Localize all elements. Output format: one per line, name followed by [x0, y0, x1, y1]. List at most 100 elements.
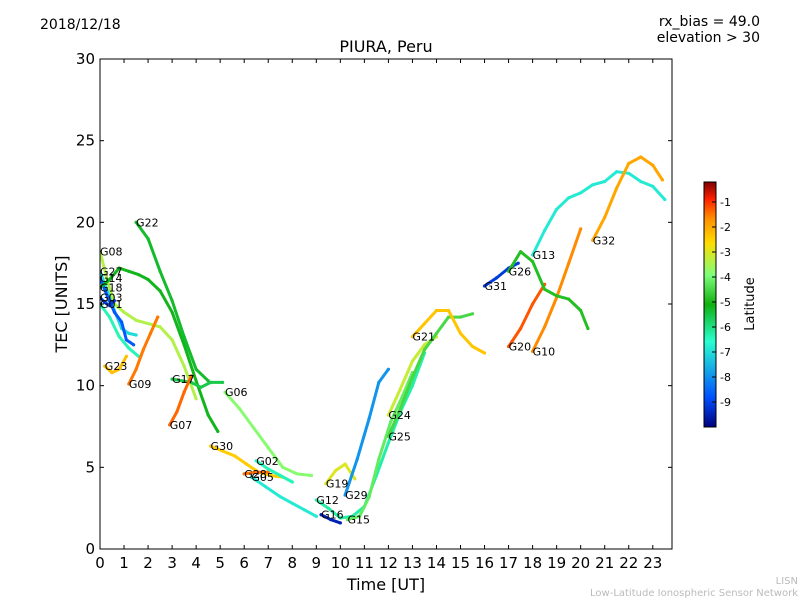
data-point-g26	[555, 294, 559, 298]
data-point-g16	[338, 521, 342, 525]
rx-bias-note: rx_bias = 49.0	[658, 14, 760, 30]
series-label-g10: G10	[533, 345, 556, 358]
series-label-g16: G16	[321, 509, 344, 522]
colorbar-ticks: -9 -8 -7 -6 -5 -4 -3 -2 -1	[712, 196, 731, 409]
data-point-g25	[446, 315, 451, 319]
data-point-g23	[110, 371, 114, 375]
series-label-g26: G26	[509, 265, 532, 278]
series-track-g17	[170, 377, 225, 389]
data-point-g26	[586, 326, 590, 331]
data-point-g03	[112, 299, 116, 303]
data-point-g09	[156, 315, 160, 319]
data-point-g05	[264, 485, 268, 489]
credit-lisn: LISN	[775, 576, 798, 587]
x-tick-label: 19	[547, 554, 566, 572]
colorbar-tick-label: -5	[720, 296, 731, 309]
data-point-g06	[252, 426, 256, 430]
data-point-g21	[446, 308, 451, 313]
data-point-g18	[158, 289, 162, 293]
data-point-g13	[627, 171, 631, 175]
data-point-g30	[245, 462, 249, 466]
data-point-g14	[120, 320, 124, 324]
series-track-g32	[591, 155, 664, 242]
data-point-g15	[389, 420, 393, 424]
data-point-g23	[103, 364, 107, 368]
series-label-g09: G09	[129, 378, 152, 391]
elevation-note: elevation > 30	[656, 30, 760, 46]
data-point-g31	[495, 276, 499, 280]
data-point-g14	[112, 310, 116, 314]
data-point-g15	[377, 457, 381, 461]
data-point-g13	[663, 197, 667, 202]
data-point-g12	[386, 441, 390, 445]
series-track-g23	[103, 354, 128, 375]
data-point-g03	[108, 304, 112, 308]
y-tick-label: 30	[76, 50, 95, 68]
data-point-g08	[134, 318, 138, 322]
y-tick-label: 10	[76, 377, 95, 395]
series-label-g13: G13	[533, 249, 556, 262]
data-point-g10	[531, 349, 535, 353]
series-label-g17: G17	[172, 373, 195, 386]
data-point-g13	[591, 183, 595, 187]
data-point-g06	[309, 473, 314, 478]
data-point-g09	[134, 367, 138, 371]
data-point-g27	[134, 333, 138, 337]
data-point-g13	[543, 228, 547, 233]
data-point-g09	[148, 331, 153, 335]
data-point-g22	[170, 299, 174, 303]
data-point-g21	[482, 351, 487, 355]
data-point-g12	[338, 516, 342, 520]
data-point-g31	[482, 284, 487, 288]
data-point-g02	[266, 467, 270, 471]
data-point-g18	[216, 429, 220, 433]
data-point-g14	[124, 338, 128, 342]
data-point-g10	[567, 261, 571, 265]
series-track-g29	[343, 367, 390, 497]
data-point-g30	[209, 444, 213, 448]
data-point-g13	[555, 207, 559, 211]
data-point-g05	[314, 514, 318, 518]
colorbar-tick-label: -6	[720, 321, 731, 334]
data-point-g28	[242, 472, 246, 476]
x-tick-label: 6	[239, 554, 249, 572]
colorbar-tick-label: -3	[720, 246, 731, 259]
data-point-g26	[507, 269, 511, 273]
series-track-g05	[249, 475, 318, 518]
data-point-g18	[136, 273, 141, 277]
data-point-g23	[124, 354, 128, 358]
data-point-g18	[182, 343, 186, 347]
data-point-g22	[194, 367, 198, 371]
colorbar-tick-label: -4	[720, 271, 731, 284]
data-point-g13	[603, 179, 607, 184]
data-point-g12	[314, 498, 318, 502]
series-label-g15: G15	[348, 514, 371, 527]
x-tick-label: 8	[287, 554, 297, 572]
series-label-g30: G30	[211, 440, 234, 453]
x-axis-label: Time [UT]	[346, 575, 425, 594]
x-tick-label: 10	[331, 554, 350, 572]
data-point-g30	[233, 454, 237, 458]
y-tick-label: 25	[76, 132, 95, 150]
y-tick-label: 0	[85, 540, 95, 558]
series-label-g21: G21	[412, 331, 435, 344]
y-tick-label: 20	[76, 213, 95, 231]
data-point-g24	[398, 387, 402, 391]
data-point-g19	[353, 477, 357, 481]
data-point-g05	[249, 475, 253, 479]
data-point-g12	[410, 384, 414, 388]
data-point-g25	[398, 406, 402, 411]
data-point-g18	[146, 277, 150, 282]
data-point-g18	[117, 266, 121, 270]
data-point-g29	[377, 380, 381, 384]
data-point-g31	[516, 261, 520, 265]
series-label-g07: G07	[170, 419, 193, 432]
data-point-g29	[386, 367, 390, 371]
data-point-g09	[141, 348, 145, 352]
x-tick-label: 18	[523, 554, 542, 572]
data-point-g02	[278, 473, 282, 478]
x-tick-label: 5	[215, 554, 225, 572]
data-point-g17	[170, 377, 174, 381]
data-point-g13	[531, 253, 535, 257]
